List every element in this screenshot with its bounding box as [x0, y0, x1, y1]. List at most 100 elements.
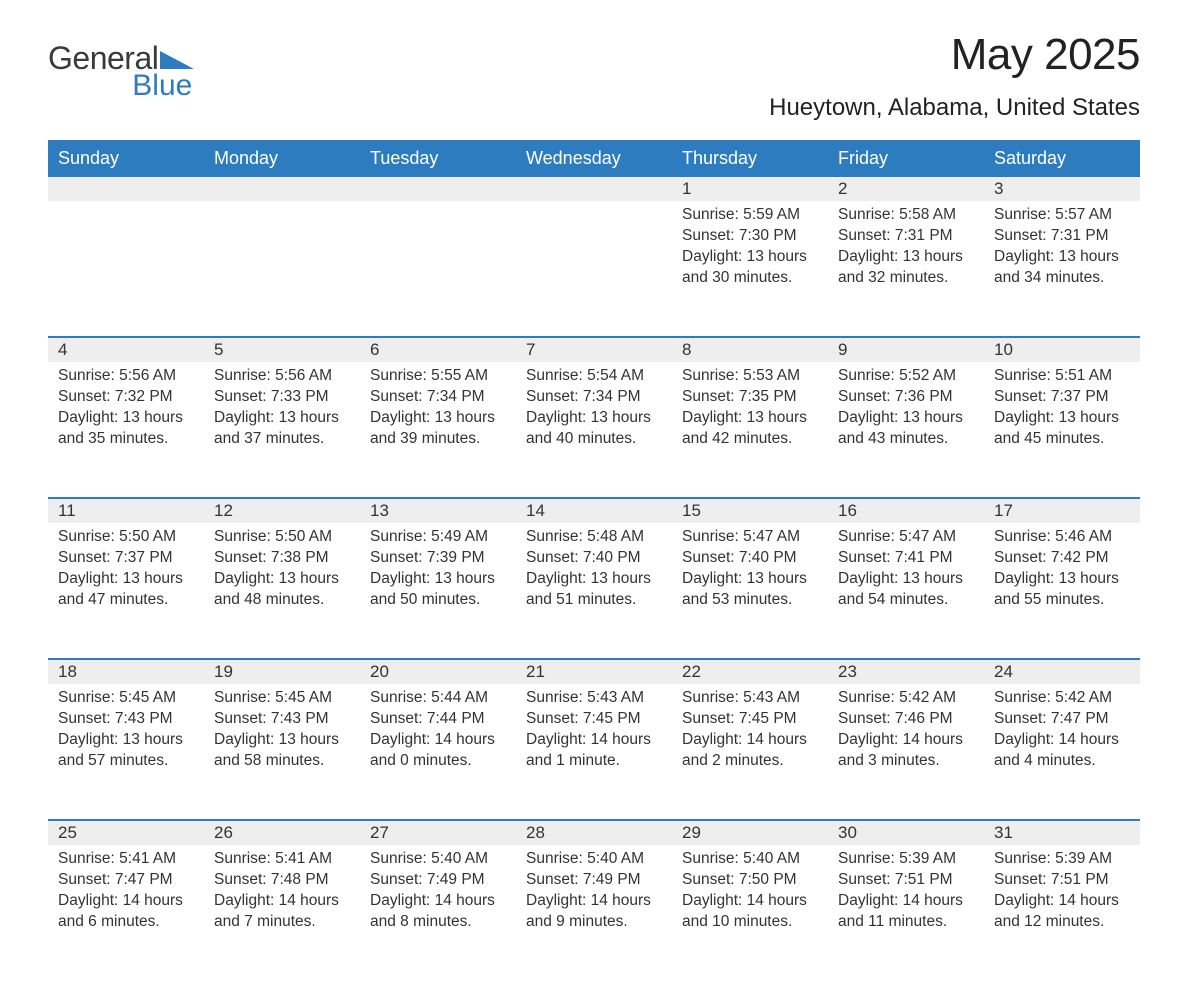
daylight-text: Daylight: 13 hours and 58 minutes.: [214, 730, 350, 772]
daylight-text: Daylight: 13 hours and 39 minutes.: [370, 408, 506, 450]
daylight-text: Daylight: 13 hours and 40 minutes.: [526, 408, 662, 450]
day-number: 20: [360, 659, 516, 684]
daylight-text: Daylight: 13 hours and 51 minutes.: [526, 569, 662, 611]
daylight-text: Daylight: 14 hours and 8 minutes.: [370, 891, 506, 933]
day-number: 30: [828, 820, 984, 845]
day-number-row: 18192021222324: [48, 659, 1140, 684]
day-cell: Sunrise: 5:52 AMSunset: 7:36 PMDaylight:…: [828, 362, 984, 498]
empty-cell: [360, 201, 516, 337]
sunset-text: Sunset: 7:51 PM: [838, 870, 974, 891]
daylight-text: Daylight: 13 hours and 34 minutes.: [994, 247, 1130, 289]
day-cell: Sunrise: 5:50 AMSunset: 7:38 PMDaylight:…: [204, 523, 360, 659]
day-cell: Sunrise: 5:46 AMSunset: 7:42 PMDaylight:…: [984, 523, 1140, 659]
sunrise-text: Sunrise: 5:42 AM: [838, 688, 974, 709]
day-number: 2: [828, 177, 984, 201]
day-number: 28: [516, 820, 672, 845]
sunset-text: Sunset: 7:50 PM: [682, 870, 818, 891]
day-cell: Sunrise: 5:56 AMSunset: 7:33 PMDaylight:…: [204, 362, 360, 498]
day-number: 31: [984, 820, 1140, 845]
sunset-text: Sunset: 7:49 PM: [370, 870, 506, 891]
day-cell: Sunrise: 5:50 AMSunset: 7:37 PMDaylight:…: [48, 523, 204, 659]
weekday-header: Thursday: [672, 140, 828, 177]
sunset-text: Sunset: 7:31 PM: [994, 226, 1130, 247]
sunset-text: Sunset: 7:43 PM: [58, 709, 194, 730]
sunrise-text: Sunrise: 5:44 AM: [370, 688, 506, 709]
sunset-text: Sunset: 7:43 PM: [214, 709, 350, 730]
weekday-header: Friday: [828, 140, 984, 177]
day-cell: Sunrise: 5:45 AMSunset: 7:43 PMDaylight:…: [48, 684, 204, 820]
sunrise-text: Sunrise: 5:40 AM: [682, 849, 818, 870]
day-number: 15: [672, 498, 828, 523]
day-number: 23: [828, 659, 984, 684]
location: Hueytown, Alabama, United States: [769, 94, 1140, 122]
day-cell: Sunrise: 5:42 AMSunset: 7:46 PMDaylight:…: [828, 684, 984, 820]
weekday-header-row: Sunday Monday Tuesday Wednesday Thursday…: [48, 140, 1140, 177]
page-header: General Blue May 2025 Hueytown, Alabama,…: [48, 30, 1140, 132]
daylight-text: Daylight: 13 hours and 43 minutes.: [838, 408, 974, 450]
day-cell: Sunrise: 5:40 AMSunset: 7:50 PMDaylight:…: [672, 845, 828, 981]
day-cell: Sunrise: 5:40 AMSunset: 7:49 PMDaylight:…: [360, 845, 516, 981]
sunset-text: Sunset: 7:37 PM: [994, 387, 1130, 408]
weekday-header: Wednesday: [516, 140, 672, 177]
day-cell: Sunrise: 5:55 AMSunset: 7:34 PMDaylight:…: [360, 362, 516, 498]
daylight-text: Daylight: 14 hours and 12 minutes.: [994, 891, 1130, 933]
weekday-header: Sunday: [48, 140, 204, 177]
day-number: 14: [516, 498, 672, 523]
sunset-text: Sunset: 7:33 PM: [214, 387, 350, 408]
day-cell: Sunrise: 5:57 AMSunset: 7:31 PMDaylight:…: [984, 201, 1140, 337]
day-cell: Sunrise: 5:42 AMSunset: 7:47 PMDaylight:…: [984, 684, 1140, 820]
day-number: 3: [984, 177, 1140, 201]
day-number: 21: [516, 659, 672, 684]
day-number: 13: [360, 498, 516, 523]
sunrise-text: Sunrise: 5:52 AM: [838, 366, 974, 387]
day-cell: Sunrise: 5:43 AMSunset: 7:45 PMDaylight:…: [672, 684, 828, 820]
sunrise-text: Sunrise: 5:50 AM: [214, 527, 350, 548]
sunrise-text: Sunrise: 5:42 AM: [994, 688, 1130, 709]
day-number-row: 25262728293031: [48, 820, 1140, 845]
daylight-text: Daylight: 13 hours and 47 minutes.: [58, 569, 194, 611]
sunrise-text: Sunrise: 5:49 AM: [370, 527, 506, 548]
day-cell: Sunrise: 5:56 AMSunset: 7:32 PMDaylight:…: [48, 362, 204, 498]
day-number: 6: [360, 337, 516, 362]
sunset-text: Sunset: 7:45 PM: [682, 709, 818, 730]
day-cell: Sunrise: 5:41 AMSunset: 7:47 PMDaylight:…: [48, 845, 204, 981]
day-number: 22: [672, 659, 828, 684]
sunset-text: Sunset: 7:48 PM: [214, 870, 350, 891]
sunrise-text: Sunrise: 5:55 AM: [370, 366, 506, 387]
day-number: 26: [204, 820, 360, 845]
brand-word2: Blue: [48, 69, 194, 103]
day-cell: Sunrise: 5:43 AMSunset: 7:45 PMDaylight:…: [516, 684, 672, 820]
sunrise-text: Sunrise: 5:51 AM: [994, 366, 1130, 387]
day-cell: Sunrise: 5:44 AMSunset: 7:44 PMDaylight:…: [360, 684, 516, 820]
sunrise-text: Sunrise: 5:58 AM: [838, 205, 974, 226]
sunrise-text: Sunrise: 5:39 AM: [838, 849, 974, 870]
sunrise-text: Sunrise: 5:53 AM: [682, 366, 818, 387]
empty-cell: [48, 201, 204, 337]
sunrise-text: Sunrise: 5:41 AM: [214, 849, 350, 870]
day-cell: Sunrise: 5:48 AMSunset: 7:40 PMDaylight:…: [516, 523, 672, 659]
empty-cell: [360, 177, 516, 201]
daylight-text: Daylight: 14 hours and 1 minute.: [526, 730, 662, 772]
day-number: 25: [48, 820, 204, 845]
day-number: 8: [672, 337, 828, 362]
day-number: 29: [672, 820, 828, 845]
logo-triangle-icon: [160, 51, 194, 69]
sunset-text: Sunset: 7:40 PM: [682, 548, 818, 569]
day-data-row: Sunrise: 5:59 AMSunset: 7:30 PMDaylight:…: [48, 201, 1140, 337]
sunrise-text: Sunrise: 5:56 AM: [214, 366, 350, 387]
sunrise-text: Sunrise: 5:45 AM: [58, 688, 194, 709]
month-title: May 2025: [769, 30, 1140, 80]
day-data-row: Sunrise: 5:41 AM Sunset: 7:47 PM Daylight:…: [48, 845, 1140, 981]
daylight-text: Daylight: 14 hours and 4 minutes.: [994, 730, 1130, 772]
sunset-text: Sunset: 7:41 PM: [838, 548, 974, 569]
daylight-text: Daylight: 14 hours and 9 minutes.: [526, 891, 662, 933]
daylight-text: Daylight: 13 hours and 48 minutes.: [214, 569, 350, 611]
day-number: 12: [204, 498, 360, 523]
day-number-row: 123: [48, 177, 1140, 201]
sunset-text: Sunset: 7:30 PM: [682, 226, 818, 247]
daylight-text: Daylight: 13 hours and 57 minutes.: [58, 730, 194, 772]
sunset-text: Sunset: 7:47 PM: [58, 870, 194, 891]
day-cell: Sunrise: 5:51 AMSunset: 7:37 PMDaylight:…: [984, 362, 1140, 498]
empty-cell: [204, 177, 360, 201]
title-block: May 2025 Hueytown, Alabama, United State…: [769, 30, 1140, 132]
